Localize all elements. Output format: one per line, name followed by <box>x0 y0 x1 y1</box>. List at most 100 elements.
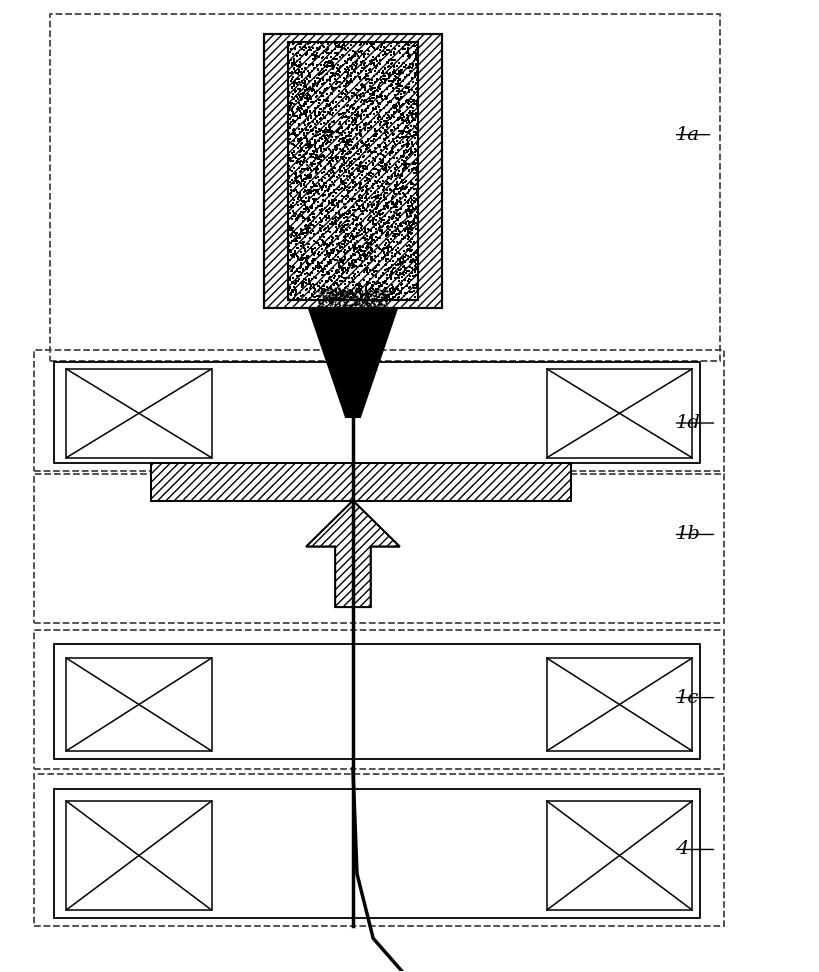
Point <box>358 262 371 278</box>
Point <box>284 197 297 213</box>
Point <box>368 196 381 212</box>
Point <box>349 277 362 293</box>
Point <box>387 100 400 116</box>
Point <box>307 188 320 203</box>
Point <box>339 292 352 307</box>
Point <box>380 284 393 299</box>
Point <box>286 227 299 243</box>
Point <box>313 205 326 221</box>
Point <box>283 120 296 135</box>
Point <box>401 227 414 243</box>
Point <box>305 225 318 240</box>
Point <box>381 198 394 214</box>
Point <box>332 291 345 306</box>
Point <box>323 193 336 209</box>
Point <box>310 148 324 163</box>
Point <box>380 276 393 292</box>
Point <box>387 185 400 200</box>
Point <box>340 73 353 88</box>
Point <box>343 205 356 221</box>
Point <box>381 141 394 156</box>
Point <box>283 272 296 288</box>
Point <box>355 115 369 130</box>
Point <box>324 170 337 186</box>
Point <box>345 123 358 139</box>
Point <box>288 83 301 98</box>
Point <box>284 189 297 204</box>
Point <box>283 108 296 123</box>
Point <box>351 276 364 292</box>
Point <box>378 140 391 156</box>
Point <box>405 198 419 214</box>
Point <box>338 175 351 191</box>
Point <box>385 122 398 137</box>
Point <box>290 260 303 276</box>
Point <box>393 265 406 281</box>
Point <box>396 65 410 81</box>
Bar <box>288 42 418 300</box>
Point <box>380 199 393 215</box>
Point <box>346 175 359 191</box>
Point <box>288 84 301 99</box>
Point <box>400 260 413 276</box>
Point <box>403 233 416 249</box>
Point <box>400 57 413 73</box>
Point <box>403 243 416 259</box>
Point <box>393 112 406 127</box>
Point <box>360 155 373 170</box>
Point <box>410 73 423 88</box>
Point <box>405 141 418 156</box>
Point <box>311 260 324 276</box>
Point <box>286 173 299 189</box>
Point <box>375 37 388 52</box>
Point <box>336 260 349 276</box>
Point <box>387 131 400 147</box>
Point <box>303 221 316 236</box>
Point <box>328 159 341 175</box>
Point <box>354 37 367 52</box>
Point <box>303 160 316 176</box>
Point <box>313 151 326 166</box>
Point <box>405 136 419 152</box>
Point <box>358 35 371 51</box>
Point <box>387 285 400 300</box>
Point <box>288 282 301 297</box>
Point <box>364 80 377 95</box>
Point <box>301 255 314 270</box>
Point <box>344 241 357 257</box>
Point <box>283 205 296 221</box>
Point <box>358 103 371 119</box>
Point <box>319 203 333 219</box>
Point <box>326 296 339 312</box>
Point <box>343 300 356 316</box>
Point <box>373 295 387 311</box>
Point <box>391 166 405 182</box>
Point <box>408 68 421 84</box>
Point <box>291 88 304 104</box>
Point <box>354 297 367 313</box>
Point <box>369 267 382 283</box>
Point <box>369 149 382 164</box>
Point <box>378 160 391 176</box>
Point <box>383 66 396 82</box>
Point <box>333 255 346 270</box>
Point <box>372 296 385 312</box>
Point <box>360 204 373 220</box>
Point <box>297 271 310 287</box>
Point <box>336 261 349 277</box>
Point <box>282 125 295 141</box>
Point <box>404 175 417 191</box>
Point <box>295 178 308 193</box>
Point <box>285 72 298 87</box>
Point <box>382 232 395 248</box>
Point <box>397 143 410 158</box>
Point <box>381 303 394 319</box>
Point <box>296 74 309 89</box>
Point <box>367 156 380 171</box>
Point <box>394 201 407 217</box>
Point <box>303 80 316 95</box>
Point <box>346 65 359 81</box>
Point <box>309 269 322 285</box>
Point <box>315 218 328 233</box>
Point <box>340 293 353 308</box>
